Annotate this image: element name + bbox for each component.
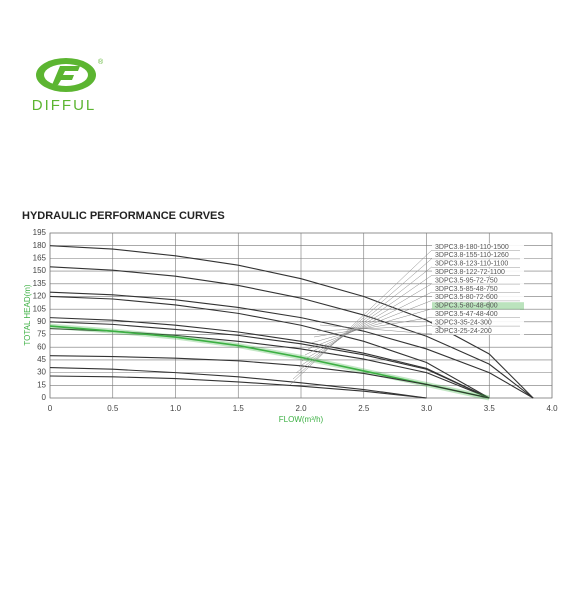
legend-label: 3DPC3.8-122-72-1100 <box>435 269 505 276</box>
y-tick-label: 45 <box>37 355 46 364</box>
x-tick-label: 4.0 <box>546 404 558 413</box>
x-tick-label: 1.0 <box>170 404 182 413</box>
series-line <box>49 245 534 399</box>
legend-leader <box>298 274 433 368</box>
x-tick-label: 3.0 <box>421 404 433 413</box>
series-line <box>49 291 534 399</box>
y-tick-label: 135 <box>33 279 47 288</box>
y-tick-label: 75 <box>37 330 46 339</box>
legend-label: 3DPC3.8-155-110-1260 <box>435 252 509 259</box>
legend-box <box>432 285 524 293</box>
legend-box <box>432 268 524 277</box>
series-line <box>49 266 534 399</box>
legend-leader <box>316 325 433 332</box>
legend-box <box>432 293 524 302</box>
x-tick-label: 1.5 <box>233 404 245 413</box>
x-tick-label: 0.5 <box>107 404 119 413</box>
series-line <box>49 366 427 399</box>
legend-label: 3DPC3.5-47-48-400 <box>435 311 498 318</box>
legend-box <box>432 260 524 268</box>
chart-title: HYDRAULIC PERFORMANCE CURVES <box>22 210 225 222</box>
legend-leader <box>295 266 433 374</box>
legend-box <box>432 302 524 310</box>
legend-leader <box>310 308 433 344</box>
legend-label: 3DPC3.5-80-48-600 <box>435 303 498 310</box>
series-line <box>49 317 490 399</box>
y-tick-label: 195 <box>33 228 47 237</box>
y-tick-label: 150 <box>33 266 47 275</box>
legend-label: 3DPC3.5-95-72-750 <box>435 277 498 284</box>
legend-label: 3DPC3.5-85-48-750 <box>435 286 498 293</box>
legend-leader <box>307 300 433 350</box>
legend-label: 3DPC3-35-24-300 <box>435 319 492 326</box>
legend-leader <box>304 291 433 356</box>
y-tick-label: 90 <box>37 317 46 326</box>
logo: ® DIFFUL <box>32 58 104 114</box>
y-axis-label: TOTAL HEAD(m) <box>23 284 32 346</box>
legend-box <box>432 277 524 285</box>
legend-leader <box>289 249 433 386</box>
y-tick-label: 15 <box>37 380 46 389</box>
series-line <box>49 355 490 399</box>
legend-box <box>432 319 524 327</box>
y-tick-label: 0 <box>42 393 47 402</box>
x-axis-label: FLOW(m³/h) <box>279 415 324 424</box>
legend-label: 3DPC3.5-80-72-600 <box>435 294 498 301</box>
legend-box <box>432 327 524 335</box>
legend-box <box>432 251 524 260</box>
y-tick-label: 30 <box>37 368 46 377</box>
x-tick-label: 0 <box>48 404 53 413</box>
x-tick-label: 2.0 <box>295 404 307 413</box>
y-tick-label: 120 <box>33 292 47 301</box>
legend-leader <box>313 316 433 338</box>
x-tick-label: 2.5 <box>358 404 370 413</box>
y-tick-label: 105 <box>33 304 47 313</box>
legend-leader <box>319 324 433 335</box>
x-tick-label: 3.5 <box>484 404 496 413</box>
series-line <box>49 321 490 399</box>
registered-mark: ® <box>98 58 104 66</box>
legend-box <box>432 310 524 319</box>
logo-mark <box>52 66 80 85</box>
legend-leader <box>292 258 433 380</box>
y-tick-label: 180 <box>33 241 47 250</box>
legend-box <box>432 243 524 251</box>
y-tick-label: 60 <box>37 342 46 351</box>
series-line <box>49 295 490 399</box>
brand-name: DIFFUL <box>32 97 97 114</box>
legend-label: 3DPC3.8-123-110-1100 <box>435 261 508 268</box>
legend-label: 3DPC3-25-24-200 <box>435 328 492 335</box>
series-line <box>49 375 427 399</box>
legend-label: 3DPC3.8-180-110-1500 <box>435 244 509 251</box>
legend-leader <box>301 283 433 362</box>
y-tick-label: 165 <box>33 253 47 262</box>
